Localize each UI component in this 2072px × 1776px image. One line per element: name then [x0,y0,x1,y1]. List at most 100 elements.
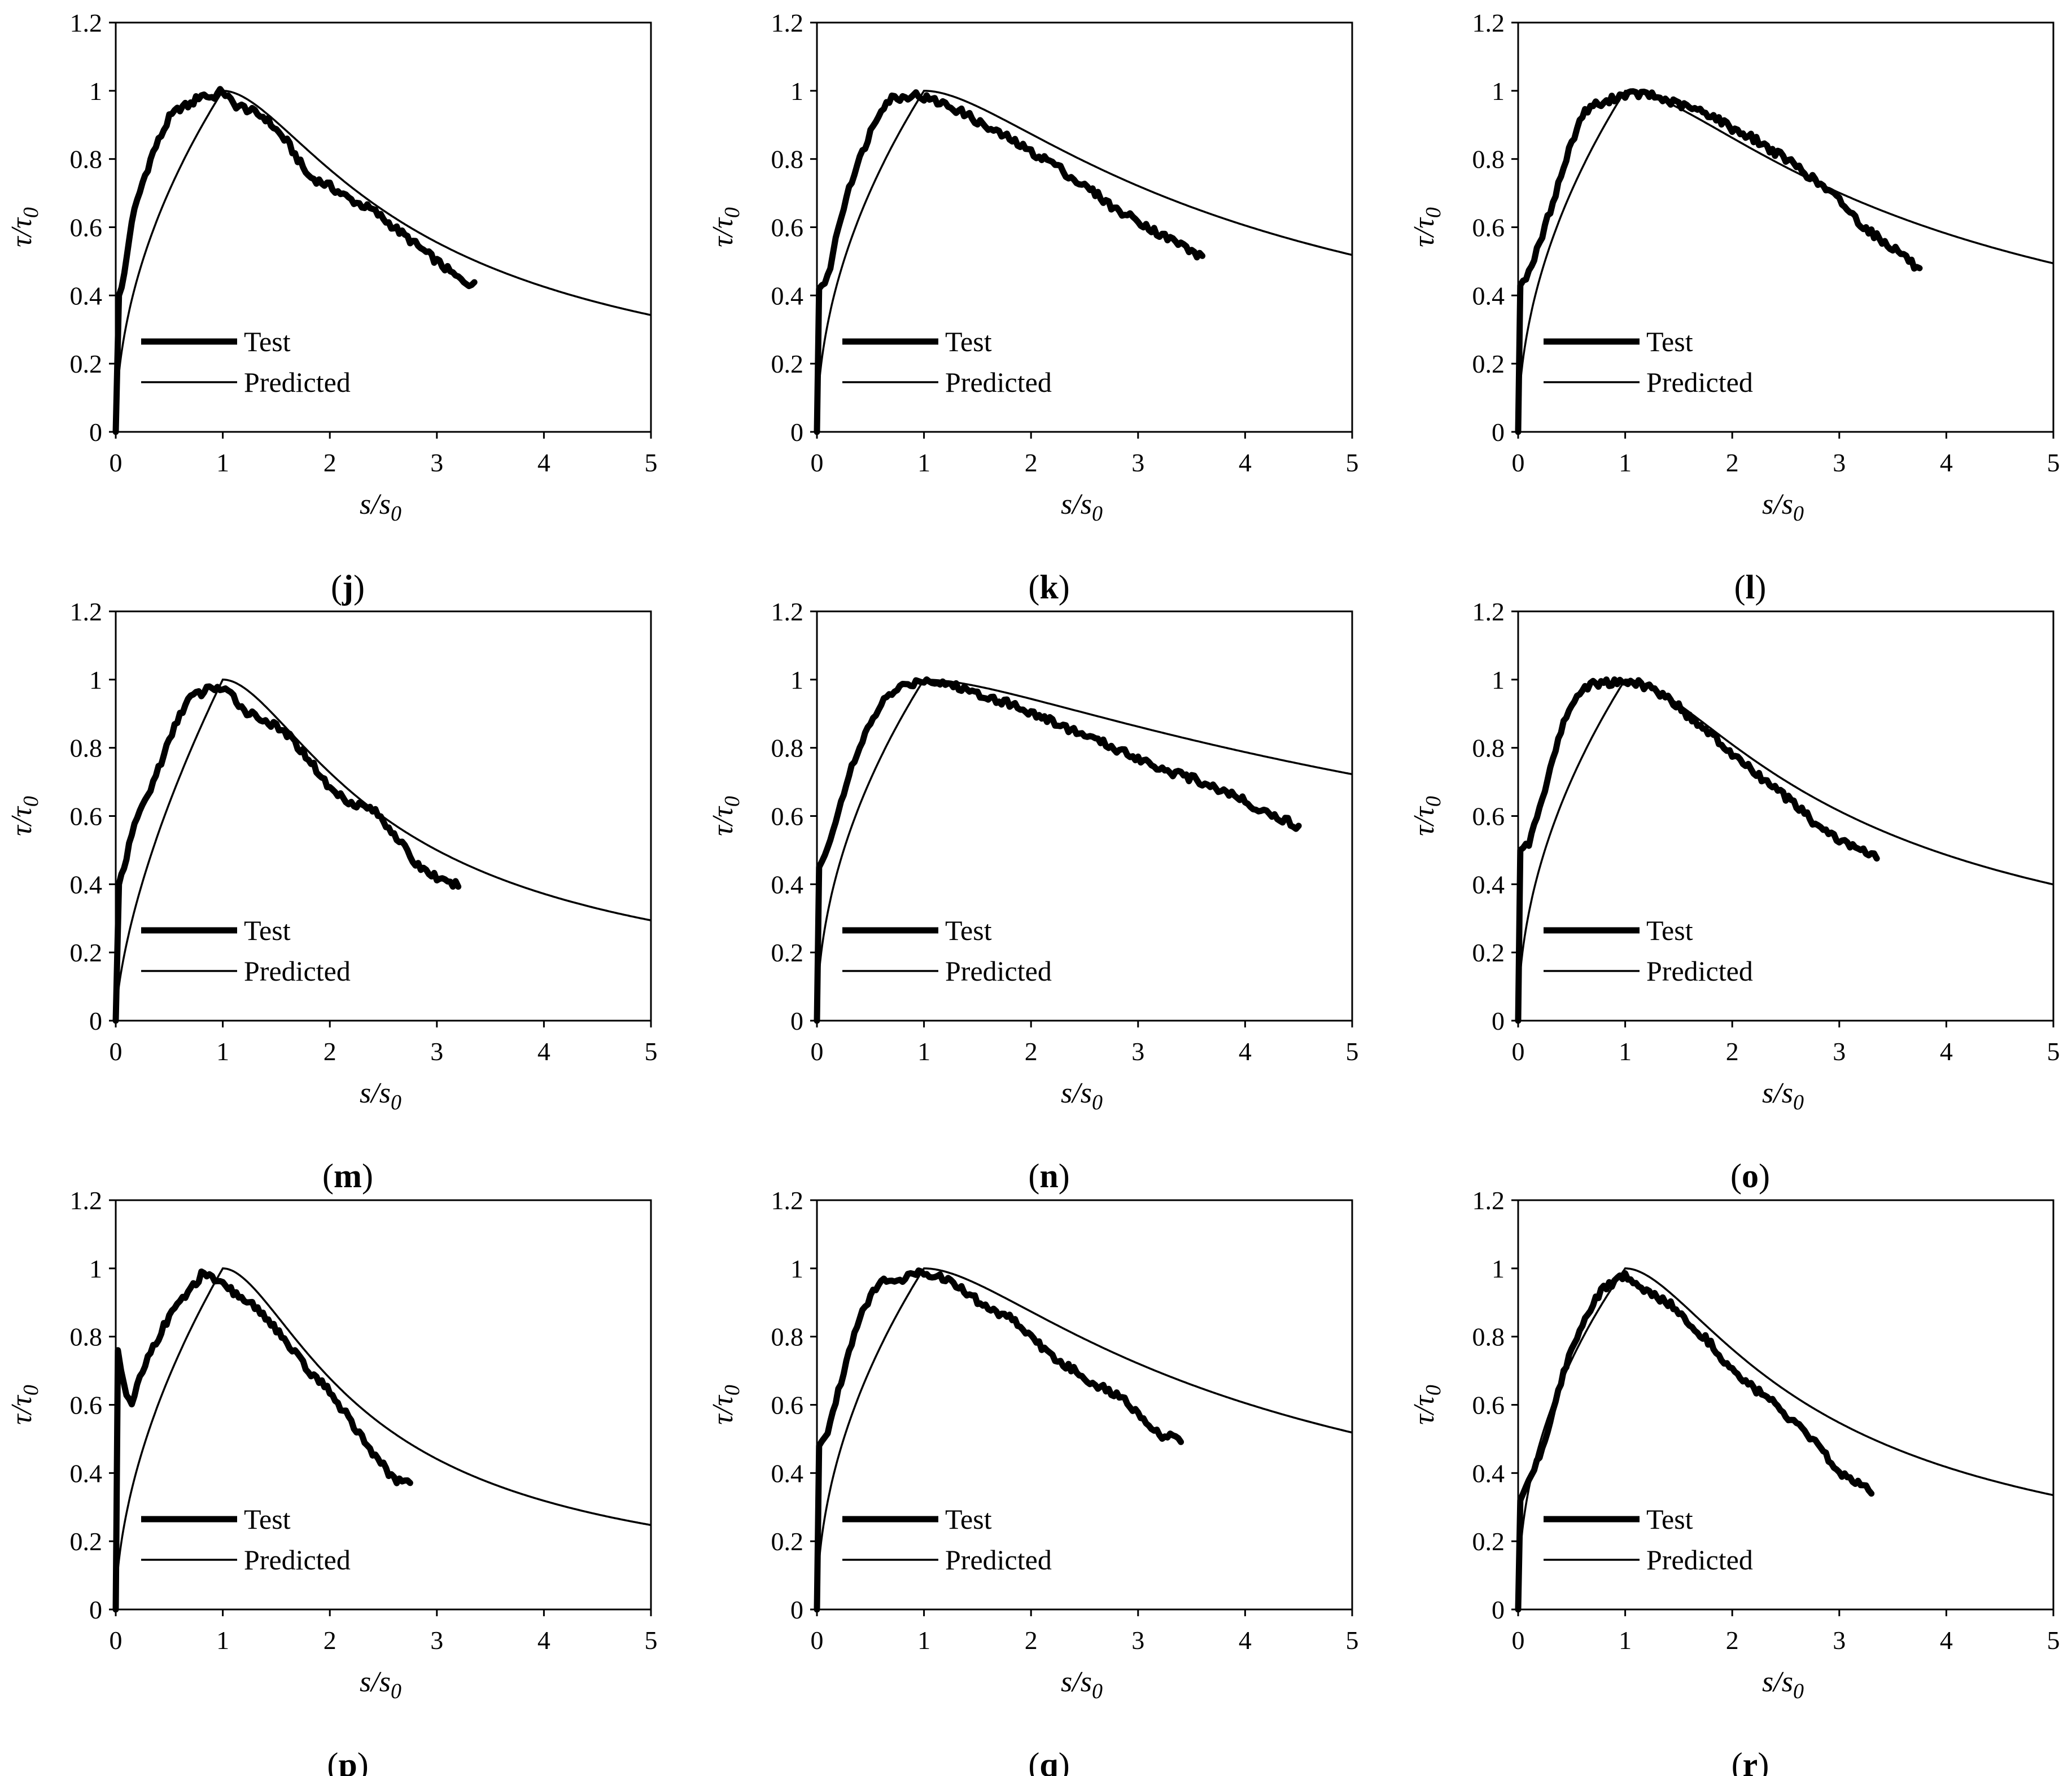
panel-caption: (m) [322,1157,373,1195]
series-predicted [115,678,652,1021]
y-tick-label: 0.2 [70,938,103,967]
x-tick-label: 3 [430,1626,443,1655]
y-tick-label: 1 [790,1254,803,1283]
x-tick-label: 4 [1239,448,1252,477]
x-axis-label: s/s0 [1061,488,1103,526]
y-tick-label: 0.6 [1472,802,1505,831]
panel-caption: (q) [1028,1746,1069,1776]
series-predicted [1517,1267,2054,1610]
panel-caption: (k) [1028,568,1069,606]
legend: Test Predicted [1544,915,1753,987]
y-tick-label: 0.6 [1472,213,1505,242]
x-tick-label: 5 [2047,448,2060,477]
y-tick-label: 0 [89,1007,102,1035]
x-tick-label: 3 [1131,448,1144,477]
x-tick-label: 3 [1131,1037,1144,1066]
y-tick-label: 0.2 [771,349,804,378]
y-tick-label: 0.6 [70,1391,103,1420]
y-tick-label: 0.2 [771,1527,804,1556]
y-tick-label: 0 [790,1595,803,1624]
y-tick-label: 0 [89,418,102,447]
legend: Test Predicted [141,915,351,987]
y-tick-label: 1.2 [70,8,103,37]
legend-label-predicted: Predicted [244,366,351,398]
y-tick-label: 0.2 [1472,1527,1505,1556]
x-axis-label: s/s0 [1061,1077,1103,1114]
chart-panel-p: 0 0.2 0.4 0.6 0.8 1 1.2 0 1 2 3 4 5 s/s0 τ/τ0 Test Predi… [6,1186,658,1776]
x-tick-label: 4 [1239,1626,1252,1655]
x-tick-label: 2 [324,1626,336,1655]
series-test [112,683,462,1024]
legend-label-test: Test [945,326,992,357]
y-tick-label: 0.8 [70,1323,103,1351]
y-tick-label: 0.4 [70,870,103,899]
y-tick-label: 0.6 [771,802,804,831]
legend-label-predicted: Predicted [1646,366,1753,398]
series-predicted [1517,89,2054,432]
x-tick-label: 2 [1726,448,1739,477]
y-tick-label: 0.8 [70,734,103,763]
y-axis-label: τ/τ0 [1408,1385,1445,1425]
legend: Test Predicted [842,1503,1052,1576]
legend-label-predicted: Predicted [244,1544,351,1576]
legend-label-test: Test [1646,326,1693,357]
x-axis-label: s/s0 [1061,1666,1103,1703]
x-tick-label: 4 [537,1037,550,1066]
x-tick-label: 1 [1619,448,1632,477]
legend-label-predicted: Predicted [244,955,351,987]
x-tick-label: 1 [216,1626,229,1655]
y-tick-label: 1 [1492,666,1505,694]
x-tick-label: 3 [430,1037,443,1066]
y-tick-label: 0 [790,1007,803,1035]
y-tick-label: 0.6 [1472,1391,1505,1420]
x-tick-label: 0 [1512,448,1525,477]
x-tick-label: 1 [917,1037,930,1066]
x-tick-label: 5 [1346,1037,1359,1066]
chart-panel-j: 0 0.2 0.4 0.6 0.8 1 1.2 0 1 2 3 4 5 s/s0 τ/τ0 Test Predi… [6,8,658,606]
y-tick-label: 1 [1492,77,1505,106]
x-tick-label: 0 [110,448,123,477]
x-tick-label: 2 [1025,1037,1038,1066]
x-tick-label: 0 [1512,1037,1525,1066]
plot-frame [1517,610,2054,1022]
x-tick-label: 2 [324,448,336,477]
x-tick-label: 3 [1833,1037,1846,1066]
y-tick-label: 0.2 [771,938,804,967]
x-tick-label: 0 [1512,1626,1525,1655]
legend-label-test: Test [1646,915,1693,946]
y-tick-label: 1 [89,666,102,694]
legend-label-predicted: Predicted [1646,955,1753,987]
chart-panel-m: 0 0.2 0.4 0.6 0.8 1 1.2 0 1 2 3 4 5 s/s0 τ/τ0 Test Predi… [6,597,658,1195]
y-axis-label: τ/τ0 [707,796,744,836]
x-axis-label: s/s0 [1762,488,1804,526]
y-tick-label: 0 [1492,1007,1505,1035]
y-tick-label: 1.2 [771,1186,804,1215]
y-tick-label: 0.2 [1472,349,1505,378]
y-tick-label: 0.4 [771,870,804,899]
x-tick-label: 3 [430,448,443,477]
x-tick-label: 3 [1833,448,1846,477]
x-tick-label: 5 [2047,1626,2060,1655]
legend-label-predicted: Predicted [945,366,1052,398]
x-tick-label: 3 [1833,1626,1846,1655]
x-tick-label: 5 [1346,448,1359,477]
y-tick-label: 0.8 [771,734,804,763]
legend-label-test: Test [244,915,291,946]
y-tick-label: 0.8 [1472,1323,1505,1351]
y-tick-label: 1.2 [70,1186,103,1215]
x-tick-label: 5 [645,1037,658,1066]
legend-label-predicted: Predicted [1646,1544,1753,1576]
series-predicted [816,679,1353,1021]
x-tick-label: 3 [1131,1626,1144,1655]
plot-frame [115,1199,652,1611]
y-tick-label: 0.6 [771,213,804,242]
plot-frame [1517,1199,2054,1611]
y-tick-label: 1 [1492,1254,1505,1283]
series-test [814,676,1302,1024]
x-tick-label: 2 [1025,1626,1038,1655]
y-axis-label: τ/τ0 [6,796,43,836]
x-tick-label: 4 [1940,448,1953,477]
x-tick-label: 4 [1940,1626,1953,1655]
plot-frame [816,21,1353,433]
